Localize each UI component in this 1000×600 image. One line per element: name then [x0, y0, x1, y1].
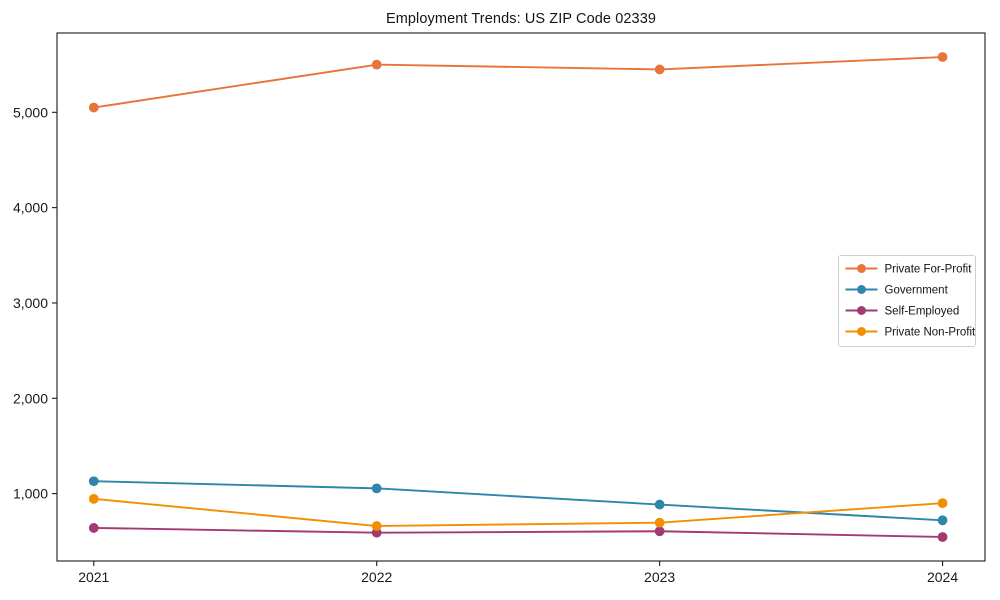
legend-label-private-non-profit: Private Non-Profit: [885, 327, 977, 339]
legend-box: [838, 255, 976, 347]
data-point-private-for-profit: [937, 52, 948, 62]
y-tick-label: 3,000: [13, 295, 48, 311]
legend-marker-government: [857, 285, 866, 294]
series-line-self-employed: [92, 526, 944, 538]
legend-marker-private-non-profit: [857, 327, 866, 336]
data-point-private-non-profit: [937, 498, 948, 509]
data-point-private-non-profit: [371, 521, 382, 531]
data-point-private-non-profit: [654, 517, 665, 528]
x-tick-label: 2023: [644, 569, 675, 585]
series-line-private-non-profit: [92, 497, 944, 527]
data-point-self-employed: [88, 523, 99, 533]
data-point-government: [654, 499, 665, 510]
data-point-private-non-profit: [88, 493, 99, 504]
data-point-private-for-profit: [654, 64, 665, 75]
legend-marker-self-employed: [857, 306, 866, 315]
x-tick-label: 2024: [927, 569, 958, 585]
y-tick-label: 4,000: [13, 200, 48, 216]
y-tick-label: 5,000: [13, 104, 48, 120]
series-line-private-for-profit: [92, 56, 944, 109]
x-tick-label: 2022: [361, 569, 392, 585]
data-point-self-employed: [654, 526, 665, 537]
legend-marker-private-for-profit: [857, 264, 866, 273]
data-point-private-for-profit: [88, 102, 99, 113]
series-line-government: [92, 480, 944, 522]
data-point-government: [937, 515, 948, 526]
legend-label-government: Government: [885, 285, 949, 297]
chart-title: Employment Trends: US ZIP Code 02339: [385, 11, 657, 27]
plot-border: [56, 32, 986, 562]
legend-label-private-for-profit: Private For-Profit: [885, 264, 973, 276]
data-point-government: [371, 483, 382, 494]
data-point-self-employed: [937, 532, 948, 542]
x-tick-label: 2021: [78, 569, 109, 585]
legend-label-self-employed: Self-Employed: [885, 306, 960, 318]
y-tick-label: 2,000: [13, 390, 48, 406]
data-point-private-for-profit: [371, 59, 382, 70]
data-point-government: [88, 476, 99, 487]
y-tick-label: 1,000: [13, 486, 48, 502]
